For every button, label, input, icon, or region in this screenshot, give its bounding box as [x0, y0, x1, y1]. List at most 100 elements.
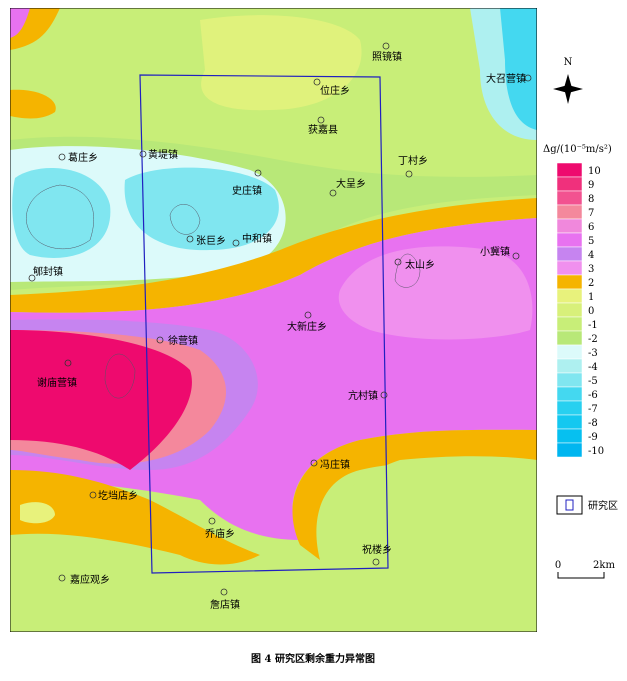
legend-value: 10	[588, 166, 601, 177]
legend-value: -9	[588, 432, 598, 443]
legend-value: 7	[588, 208, 594, 219]
legend-swatch	[556, 162, 583, 178]
town-marker	[254, 169, 262, 177]
study-area-key	[556, 495, 583, 515]
town-label: 冯庄镇	[320, 458, 350, 471]
legend-swatch	[556, 316, 583, 332]
legend-value: 6	[588, 222, 594, 233]
town-marker	[208, 517, 216, 525]
legend-value: -2	[588, 334, 598, 345]
caption: 图 4 研究区剩余重力异常图	[251, 652, 375, 665]
legend-value: 0	[588, 306, 594, 317]
town-marker	[405, 170, 413, 178]
town-marker	[310, 459, 318, 467]
legend-value: -7	[588, 404, 598, 415]
legend-value: -4	[588, 362, 598, 373]
town-marker	[89, 491, 97, 499]
town-label: 祝楼乡	[362, 543, 392, 556]
town-marker	[232, 239, 240, 247]
anomaly-map	[10, 8, 537, 632]
town-label: 大召营镇	[486, 72, 526, 85]
legend-value: -8	[588, 418, 598, 429]
legend-swatch	[556, 190, 583, 206]
town-label: 葛庄乡	[68, 151, 98, 164]
legend-swatch	[556, 330, 583, 346]
town-label: 郇封镇	[33, 265, 63, 278]
legend-swatch	[556, 386, 583, 402]
study-area-outline	[139, 74, 389, 574]
town-label: 圪垱店乡	[98, 489, 138, 502]
town-label: 丁村乡	[398, 154, 428, 167]
town-label: 照镜镇	[372, 50, 402, 63]
north-arrow: N	[553, 57, 583, 104]
legend-swatch	[556, 176, 583, 192]
town-label: 黄堤镇	[148, 148, 178, 161]
legend-value: 3	[588, 264, 594, 275]
legend-value: -5	[588, 376, 598, 387]
legend-value: -10	[588, 446, 604, 457]
town-marker	[317, 116, 325, 124]
town-label: 詹店镇	[210, 598, 240, 611]
legend-swatch	[556, 204, 583, 220]
scale-end: 2km	[593, 560, 615, 571]
town-label: 徐营镇	[168, 334, 198, 347]
legend-value: 4	[588, 250, 594, 261]
town-marker	[372, 558, 380, 566]
legend-value: 1	[588, 292, 594, 303]
legend-swatch	[556, 288, 583, 304]
town-label: 嘉应观乡	[70, 573, 110, 586]
town-marker	[313, 78, 321, 86]
legend-swatch	[556, 428, 583, 444]
legend-swatch	[556, 232, 583, 248]
legend-swatch	[556, 274, 583, 290]
town-marker	[394, 258, 402, 266]
legend-value: 2	[588, 278, 594, 289]
legend-swatch	[556, 358, 583, 374]
town-marker	[156, 336, 164, 344]
town-label: 太山乡	[405, 258, 435, 271]
town-marker	[28, 274, 36, 282]
legend-swatch	[556, 442, 583, 458]
town-marker	[304, 311, 312, 319]
legend-value: 5	[588, 236, 594, 247]
town-label: 大呈乡	[336, 177, 366, 190]
legend-swatch	[556, 414, 583, 430]
legend-value: -1	[588, 320, 598, 331]
legend-swatch	[556, 344, 583, 360]
legend-value: 8	[588, 194, 594, 205]
town-marker	[58, 153, 66, 161]
town-marker	[186, 235, 194, 243]
town-label: 史庄镇	[232, 184, 262, 197]
town-marker	[524, 74, 532, 82]
town-label: 亢村镇	[348, 389, 378, 402]
town-marker	[220, 588, 228, 596]
town-label: 乔庙乡	[205, 527, 235, 540]
town-label: 大新庄乡	[287, 320, 327, 333]
study-area-label: 研究区	[588, 499, 618, 512]
town-label: 小冀镇	[480, 245, 510, 258]
legend-swatch	[556, 400, 583, 416]
north-label: N	[564, 57, 573, 68]
town-label: 谢庙营镇	[37, 376, 77, 389]
legend-swatch	[556, 260, 583, 276]
scale-bar	[557, 572, 605, 579]
town-marker	[329, 189, 337, 197]
legend-title: Δg/(10⁻⁵m/s²)	[543, 144, 612, 155]
town-marker	[380, 391, 388, 399]
town-label: 位庄乡	[320, 84, 350, 97]
town-marker	[139, 150, 147, 158]
town-label: 获嘉县	[308, 123, 338, 136]
town-marker	[58, 574, 66, 582]
legend-swatch	[556, 246, 583, 262]
town-marker	[64, 359, 72, 367]
town-label: 中和镇	[242, 232, 272, 245]
town-marker	[382, 42, 390, 50]
legend-swatch	[556, 218, 583, 234]
legend-value: 9	[588, 180, 594, 191]
town-marker	[512, 252, 520, 260]
study-area-key-icon	[565, 499, 574, 511]
legend-value: -6	[588, 390, 598, 401]
